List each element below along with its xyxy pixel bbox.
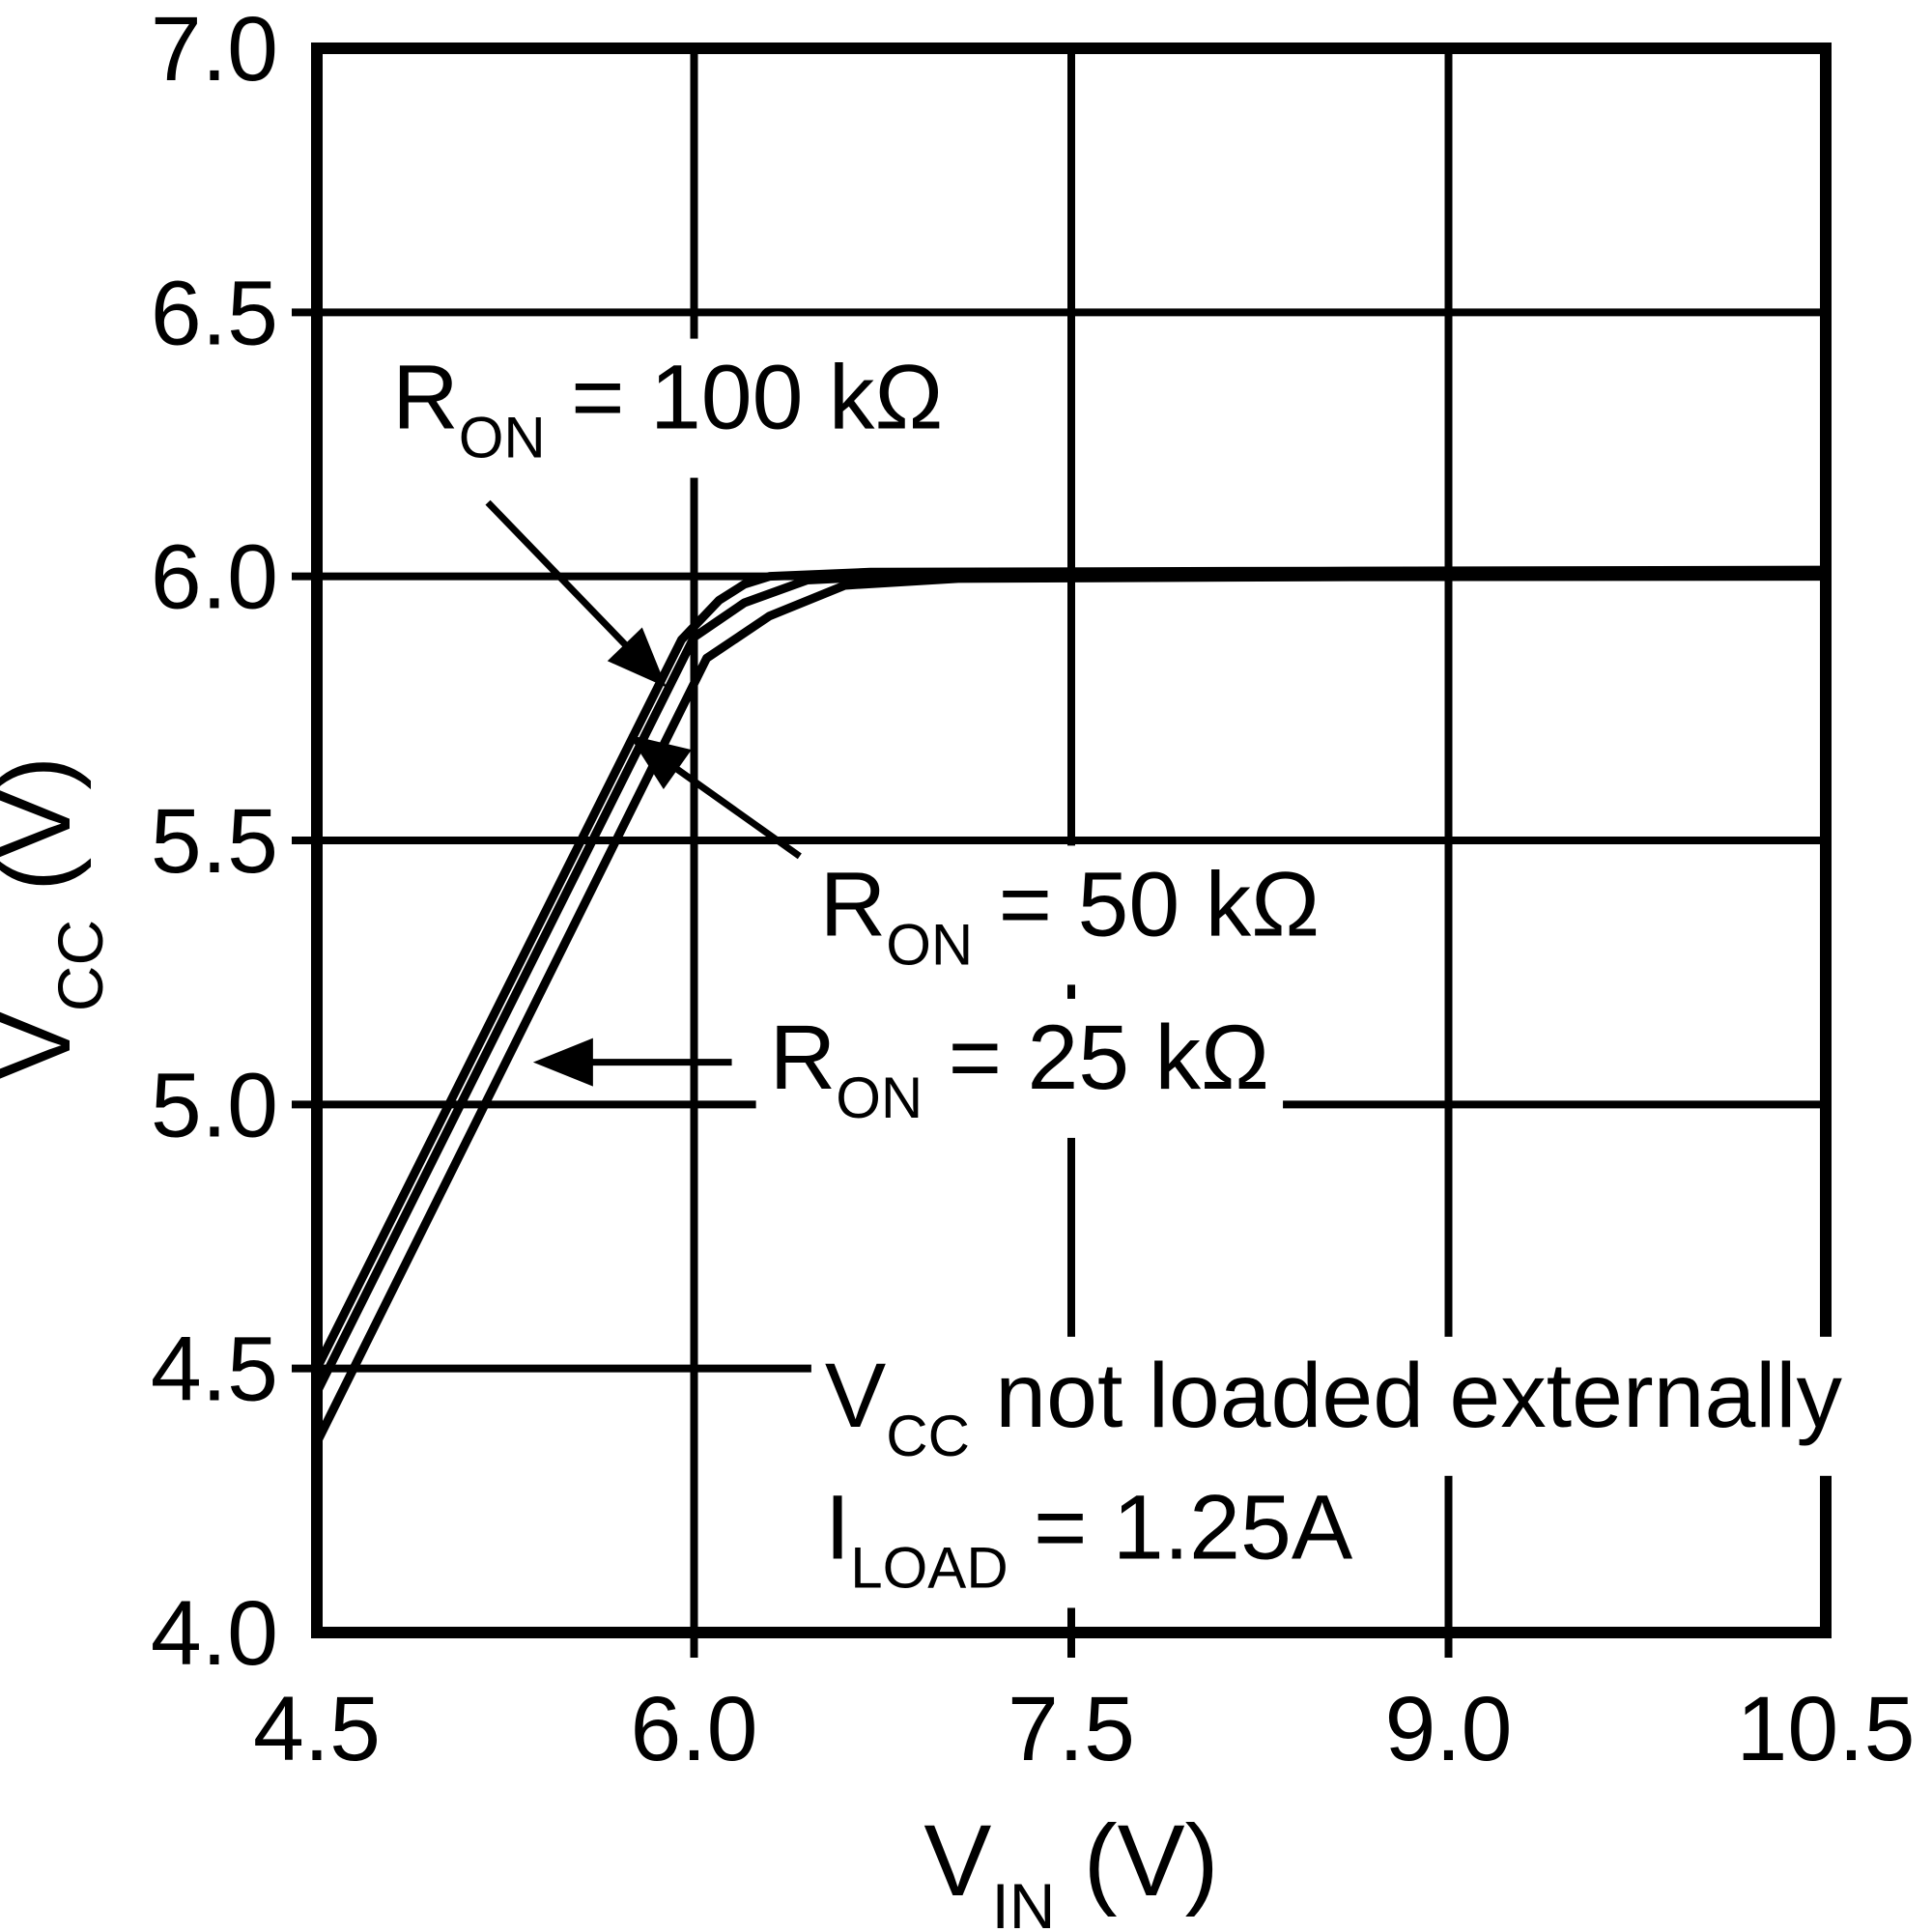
y-tick-label: 5.5: [151, 790, 278, 893]
annotation-ron-100k: RON = 100 kΩ: [392, 347, 943, 470]
annotation-ron-50k: RON = 50 kΩ: [820, 853, 1320, 977]
text-run: = 25 kΩ: [923, 1007, 1269, 1109]
text-run: R: [820, 853, 887, 955]
y-tick-label: 4.5: [151, 1319, 278, 1421]
arrow-layer: [485, 499, 802, 1087]
annotation-ron-25k-background: [755, 998, 1284, 1138]
arrow-head-ron-50k: [628, 734, 692, 789]
curve-layer: [312, 565, 1827, 1445]
text-run: V: [0, 1011, 92, 1079]
text-run: V: [825, 1345, 886, 1447]
x-tick-label: 10.5: [1737, 1678, 1916, 1780]
y-tick-label: 5.0: [151, 1054, 278, 1156]
x-axis-title: VIN (V): [923, 1804, 1218, 1932]
x-tick-label: 9.0: [1384, 1678, 1512, 1780]
subscript-text: LOAD: [850, 1535, 1008, 1600]
arrow-line-ron-100k: [485, 499, 646, 667]
annotation-ron-50k-background: [806, 845, 1334, 985]
annotation-ron-25k: RON = 25 kΩ: [770, 1007, 1269, 1130]
text-run: I: [825, 1476, 850, 1578]
arrow-line-ron-50k: [653, 751, 802, 860]
text-run: V: [923, 1804, 991, 1918]
arrow-head-ron-100k: [607, 627, 667, 688]
text-run: not loaded externally: [970, 1345, 1843, 1447]
note-iload: ILOAD = 1.25A: [825, 1476, 1353, 1600]
text-run: = 50 kΩ: [973, 853, 1320, 955]
curve-ron-25k: [312, 572, 1827, 1445]
subscript-text: CC: [886, 1404, 970, 1468]
annotation-ron-100k-background: [379, 338, 957, 478]
plot-border: [311, 43, 1832, 1638]
text-run: R: [770, 1007, 837, 1109]
note-vcc-load: VCC not loaded externally: [825, 1345, 1843, 1468]
text-run: = 1.25A: [1009, 1476, 1353, 1578]
subscript-text: ON: [836, 1065, 923, 1130]
text-run: R: [392, 347, 459, 449]
y-tick-label: 4.0: [151, 1582, 278, 1685]
arrow-head-ron-25k: [532, 1037, 593, 1087]
y-tick-label: 6.0: [151, 526, 278, 629]
y-tick-label: 7.0: [151, 0, 278, 100]
text-run: (V): [0, 756, 92, 920]
subscript-text: IN: [991, 1870, 1055, 1932]
y-axis-title: VCC (V): [0, 756, 116, 1080]
note-vcc-load-background: [810, 1336, 1857, 1476]
x-tick-label: 7.5: [1008, 1678, 1135, 1780]
x-tick-label: 6.0: [630, 1678, 757, 1780]
y-tick-label: 6.5: [151, 262, 278, 364]
subscript-text: ON: [886, 912, 973, 977]
note-iload-background: [810, 1468, 1367, 1608]
x-tick-label: 4.5: [253, 1678, 381, 1780]
text-run: = 100 kΩ: [546, 347, 944, 449]
subscript-text: CC: [44, 920, 116, 1011]
text-run: (V): [1055, 1804, 1218, 1918]
subscript-text: ON: [459, 406, 546, 470]
